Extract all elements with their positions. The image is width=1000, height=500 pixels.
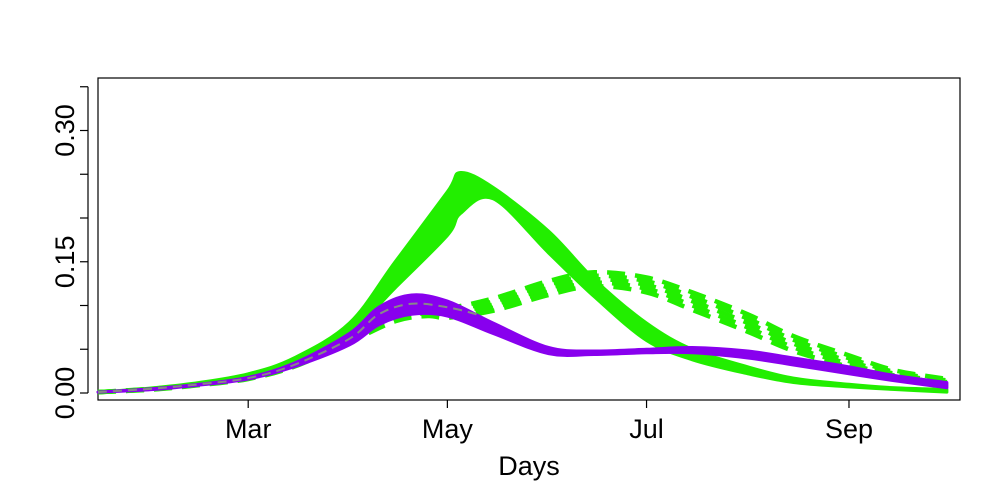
x-axis-title: Days (498, 451, 560, 481)
y-tick-label: 0.15 (50, 236, 80, 289)
dashed-band-1 (97, 269, 948, 395)
dashed-band-1-line-4 (97, 269, 948, 395)
x-tick-label-jul: Jul (629, 414, 664, 444)
x-tick-label-sep: Sep (825, 414, 873, 444)
dashed-band-1-line-3 (97, 273, 948, 395)
band-0 (96, 170, 949, 394)
y-tick-label: 0.00 (50, 367, 80, 420)
y-tick-label: 0.30 (50, 104, 80, 157)
x-tick-label-mar: Mar (225, 414, 272, 444)
dashed-line-0 (97, 302, 478, 394)
data-bands (96, 170, 949, 395)
x-axis: Mar May Jul Sep (225, 400, 873, 444)
band-2 (96, 293, 949, 394)
plot-area-frame (97, 77, 961, 401)
y-axis: 0.00 0.15 0.30 (50, 86, 89, 420)
x-tick-label-may: May (422, 414, 474, 444)
